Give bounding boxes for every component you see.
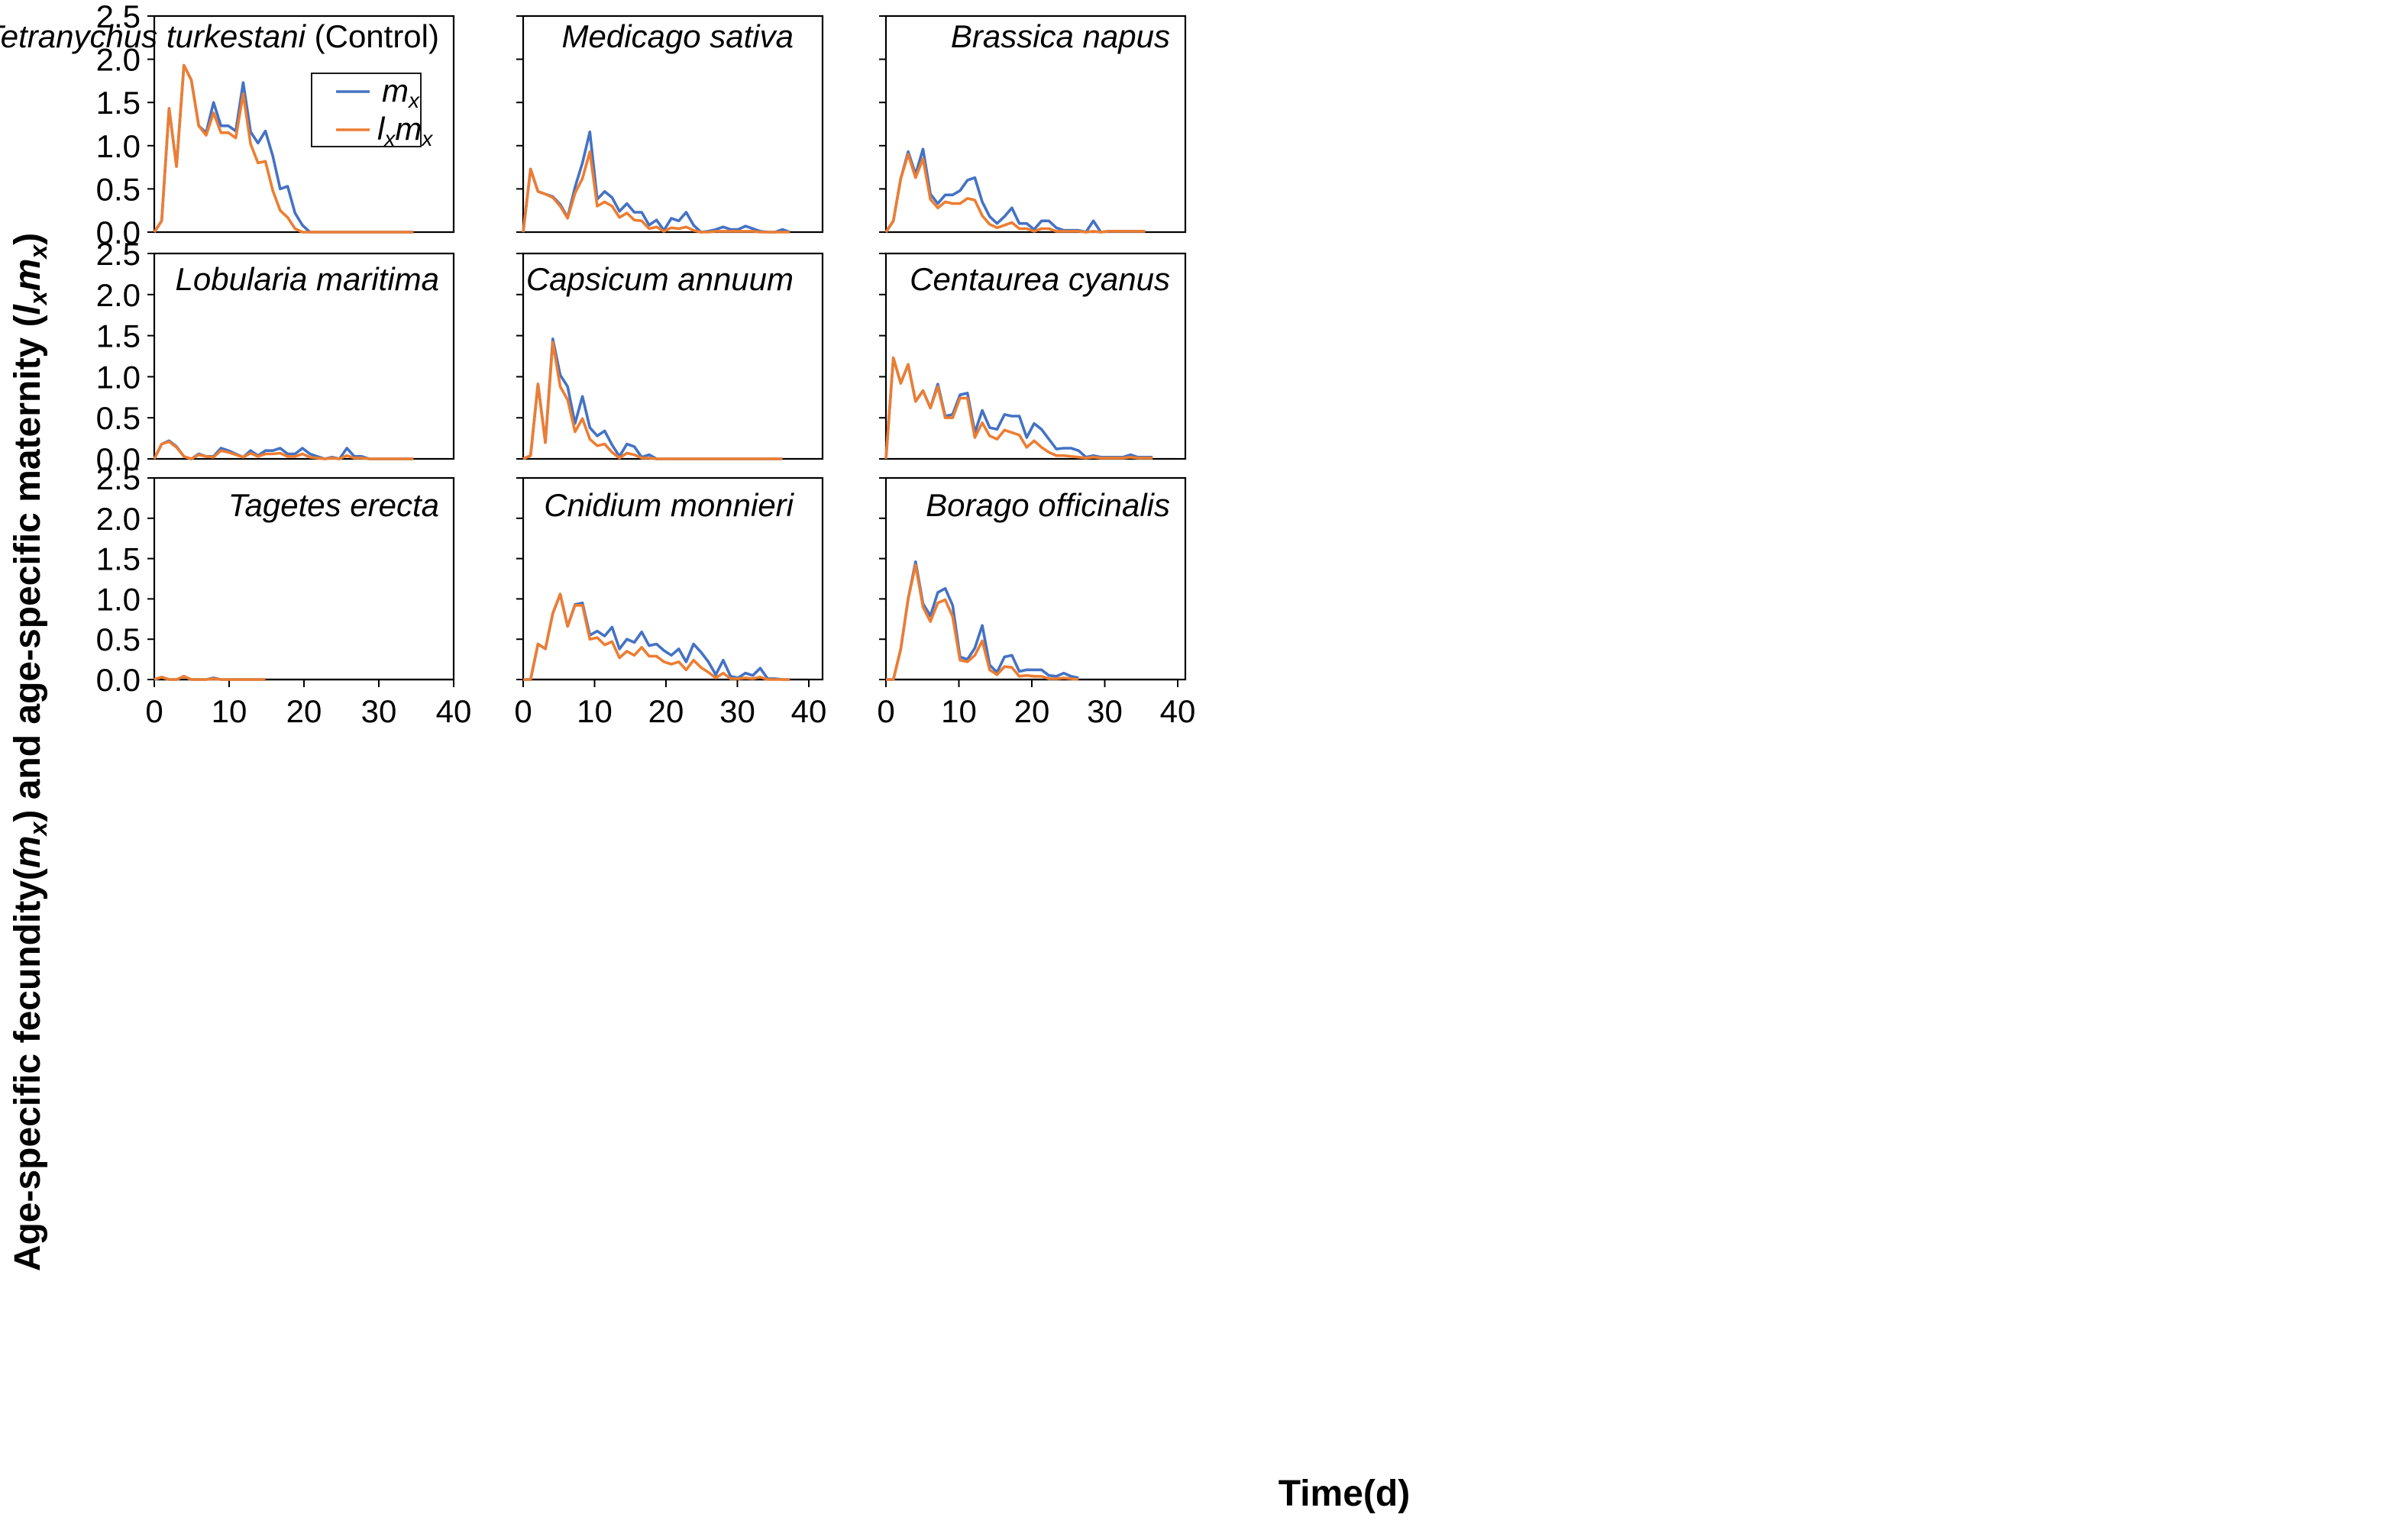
series-lxmx xyxy=(884,153,1146,234)
x-tick-label: 20 xyxy=(286,693,322,729)
plot-frame xyxy=(153,252,455,460)
x-tick-label: 20 xyxy=(648,693,684,729)
y-tick-label: 2.0 xyxy=(96,501,141,537)
x-tick-label: 40 xyxy=(791,693,827,729)
panel-title: Lobularia maritima xyxy=(176,261,439,297)
panel-title: Brassica napus xyxy=(951,18,1170,54)
x-tick-label: 20 xyxy=(1014,693,1050,729)
series-mx xyxy=(884,356,1153,460)
x-tick-label: 10 xyxy=(577,693,613,729)
x-tick-label: 40 xyxy=(1160,693,1196,729)
series-lxmx xyxy=(153,63,414,234)
panel-4: 0.0 0.5 1.0 1.5 2.0 2.5 Lobularia maritima xyxy=(96,236,455,477)
panel-title: Medicago sativa xyxy=(562,18,794,54)
y-tick-label: 1.0 xyxy=(96,128,141,164)
panel-6: Centaurea cyanus xyxy=(879,252,1187,460)
panel-2: Medicago sativa xyxy=(516,15,824,234)
plot-frame xyxy=(884,252,1187,460)
x-tick-label: 40 xyxy=(436,693,472,729)
panel-title: Capsicum annuum xyxy=(526,261,794,297)
x-tick-label: 30 xyxy=(361,693,397,729)
y-tick-label: 0.5 xyxy=(96,171,141,207)
x-tick-label: 0 xyxy=(877,693,894,729)
legend-label-mx: mx xyxy=(382,73,420,112)
y-tick-label: 2.5 xyxy=(96,236,141,272)
panel-title: Cnidium monnieri xyxy=(544,487,794,523)
legend-label-lxmx: lxmx xyxy=(377,111,433,150)
panel-title: Borago officinalis xyxy=(926,487,1170,523)
series-lxmx xyxy=(884,356,1153,460)
series-mx xyxy=(522,130,790,234)
y-tick-label: 2.5 xyxy=(96,0,141,34)
series-lxmx xyxy=(154,674,266,681)
x-tick-label: 10 xyxy=(941,693,977,729)
series-lxmx xyxy=(522,150,790,234)
y-tick-label: 0.0 xyxy=(96,662,141,698)
x-tick-label: 10 xyxy=(212,693,247,729)
y-tick-label: 2.0 xyxy=(96,277,141,313)
panel-7: 0.0 0.5 1.0 1.5 2.0 2.5 0 10 20 30 40 Tagetes erect… xyxy=(96,460,472,729)
series-lxmx xyxy=(522,341,783,460)
panel-9: 0 10 20 30 40 Borago officinalis xyxy=(877,476,1196,729)
series-lxmx xyxy=(523,592,790,681)
panel-5: Capsicum annuum xyxy=(516,252,824,460)
x-tick-label: 30 xyxy=(1087,693,1123,729)
series-lxmx xyxy=(153,440,414,460)
series-mx xyxy=(522,337,783,460)
plot-frame xyxy=(522,15,824,234)
legend-box xyxy=(311,73,422,147)
panel-title: Tagetes erecta xyxy=(228,487,439,523)
y-tick-label: 0.0 xyxy=(96,215,141,250)
x-axis-label: Time(d) xyxy=(1279,1474,1410,1514)
y-tick-label: 1.0 xyxy=(96,581,141,617)
panel-title: Tetranychus turkestani (Control) xyxy=(0,18,439,54)
y-tick-label: 0.5 xyxy=(96,400,141,436)
y-tick-label: 0.0 xyxy=(96,441,141,477)
y-tick-label: 1.5 xyxy=(96,318,141,354)
y-tick-label: 2.0 xyxy=(96,42,141,78)
y-tick-label: 1.5 xyxy=(96,85,141,121)
x-tick-label: 30 xyxy=(719,693,755,729)
panel-title: Centaurea cyanus xyxy=(910,261,1170,297)
x-tick-label: 0 xyxy=(514,693,532,729)
x-tick-label: 0 xyxy=(145,693,163,729)
panel-8: 0 10 20 30 40 Cnidium monnieri xyxy=(514,476,827,729)
series-mx xyxy=(886,560,1079,681)
series-lxmx xyxy=(886,563,1079,681)
panel-3: Brassica napus xyxy=(879,15,1187,234)
y-tick-label: 0.5 xyxy=(96,621,141,657)
y-tick-label: 1.0 xyxy=(96,359,141,395)
y-tick-label: 1.5 xyxy=(96,541,141,577)
y-axis-label: Age-specific fecundity(mx) and age-speci… xyxy=(8,233,52,1271)
y-tick-label: 2.5 xyxy=(96,460,141,496)
